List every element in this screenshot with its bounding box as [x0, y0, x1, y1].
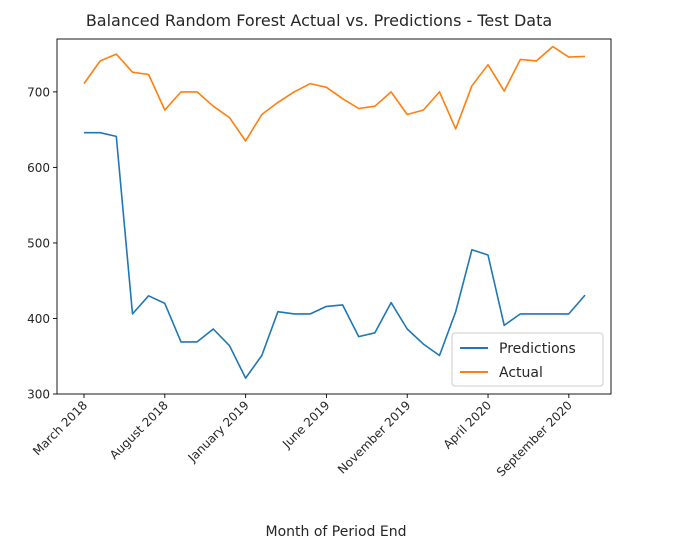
legend: Predictions Actual [451, 332, 604, 387]
legend-label-predictions: Predictions [499, 341, 576, 357]
x-tick-label: August 2018 [107, 398, 171, 462]
y-tick-label: 700 [27, 85, 50, 99]
x-axis-label: Month of Period End [266, 524, 407, 540]
plot-area [83, 45, 586, 379]
plot-frame [56, 38, 612, 395]
x-tick-label: June 2019 [279, 398, 332, 451]
series-line-actual [83, 45, 586, 142]
x-tick-label: November 2019 [335, 398, 413, 476]
x-tick-label: September 2020 [494, 398, 575, 479]
axes: 300 400 500 600 700 March 2018 August 2018 Janu… [27, 38, 612, 479]
series-line-predictions [84, 131, 586, 379]
chart-title: Balanced Random Forest Actual vs. Predic… [86, 11, 552, 30]
y-tick-label: 400 [27, 312, 50, 326]
legend-label-actual: Actual [499, 365, 543, 381]
x-tick-label: April 2020 [441, 398, 495, 452]
y-tick-label: 600 [27, 161, 50, 175]
x-tick-label: January 2019 [185, 398, 252, 465]
y-tick-label: 500 [27, 236, 50, 250]
legend-box [451, 332, 604, 387]
y-tick-label: 300 [27, 388, 50, 402]
x-tick-label: March 2018 [30, 398, 90, 458]
